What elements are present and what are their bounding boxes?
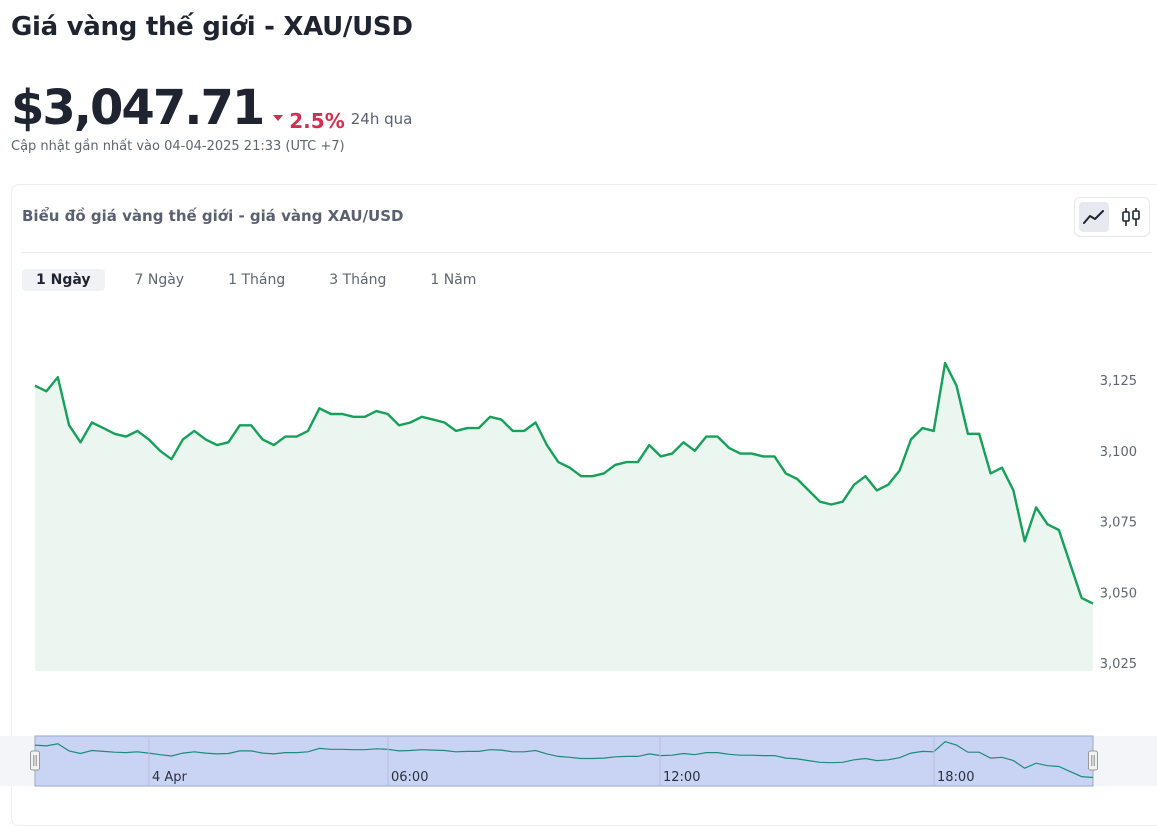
tab-3-months[interactable]: 3 Tháng xyxy=(329,272,387,288)
navigator-right-handle[interactable] xyxy=(1088,750,1098,771)
chart-type-toggle xyxy=(1074,197,1150,237)
handle-grip xyxy=(1088,750,1098,771)
change-period: 24h qua xyxy=(350,110,413,128)
tab-1-month[interactable]: 1 Tháng xyxy=(228,272,286,288)
price-change: 2.5% xyxy=(273,109,345,133)
chart-card-title: Biểu đồ giá vàng thế giới - giá vàng XAU… xyxy=(22,207,404,225)
price-row: $3,047.71 2.5% 24h qua xyxy=(11,80,412,136)
card-divider xyxy=(22,252,1152,253)
page-title: Giá vàng thế giới - XAU/USD xyxy=(11,12,413,42)
last-updated: Cập nhật gần nhất vào 04-04-2025 21:33 (… xyxy=(11,139,345,154)
line-chart-icon xyxy=(1082,210,1104,224)
tab-1-year[interactable]: 1 Năm xyxy=(430,272,477,288)
caret-down-icon xyxy=(273,115,284,121)
tab-1-day[interactable]: 1 Ngày xyxy=(22,269,105,291)
candlestick-icon xyxy=(1121,208,1140,226)
chart-card: Biểu đồ giá vàng thế giới - giá vàng XAU… xyxy=(11,184,1157,826)
handle-grip xyxy=(30,750,40,771)
line-chart-button[interactable] xyxy=(1078,202,1109,232)
tab-7-days[interactable]: 7 Ngày xyxy=(134,272,185,288)
period-tabs: 1 Ngày 7 Ngày 1 Tháng 3 Tháng 1 Năm xyxy=(22,269,506,291)
current-price: $3,047.71 xyxy=(11,80,265,136)
price-change-percent: 2.5% xyxy=(289,109,345,133)
candlestick-button[interactable] xyxy=(1116,202,1146,232)
navigator-left-handle[interactable] xyxy=(30,750,40,771)
